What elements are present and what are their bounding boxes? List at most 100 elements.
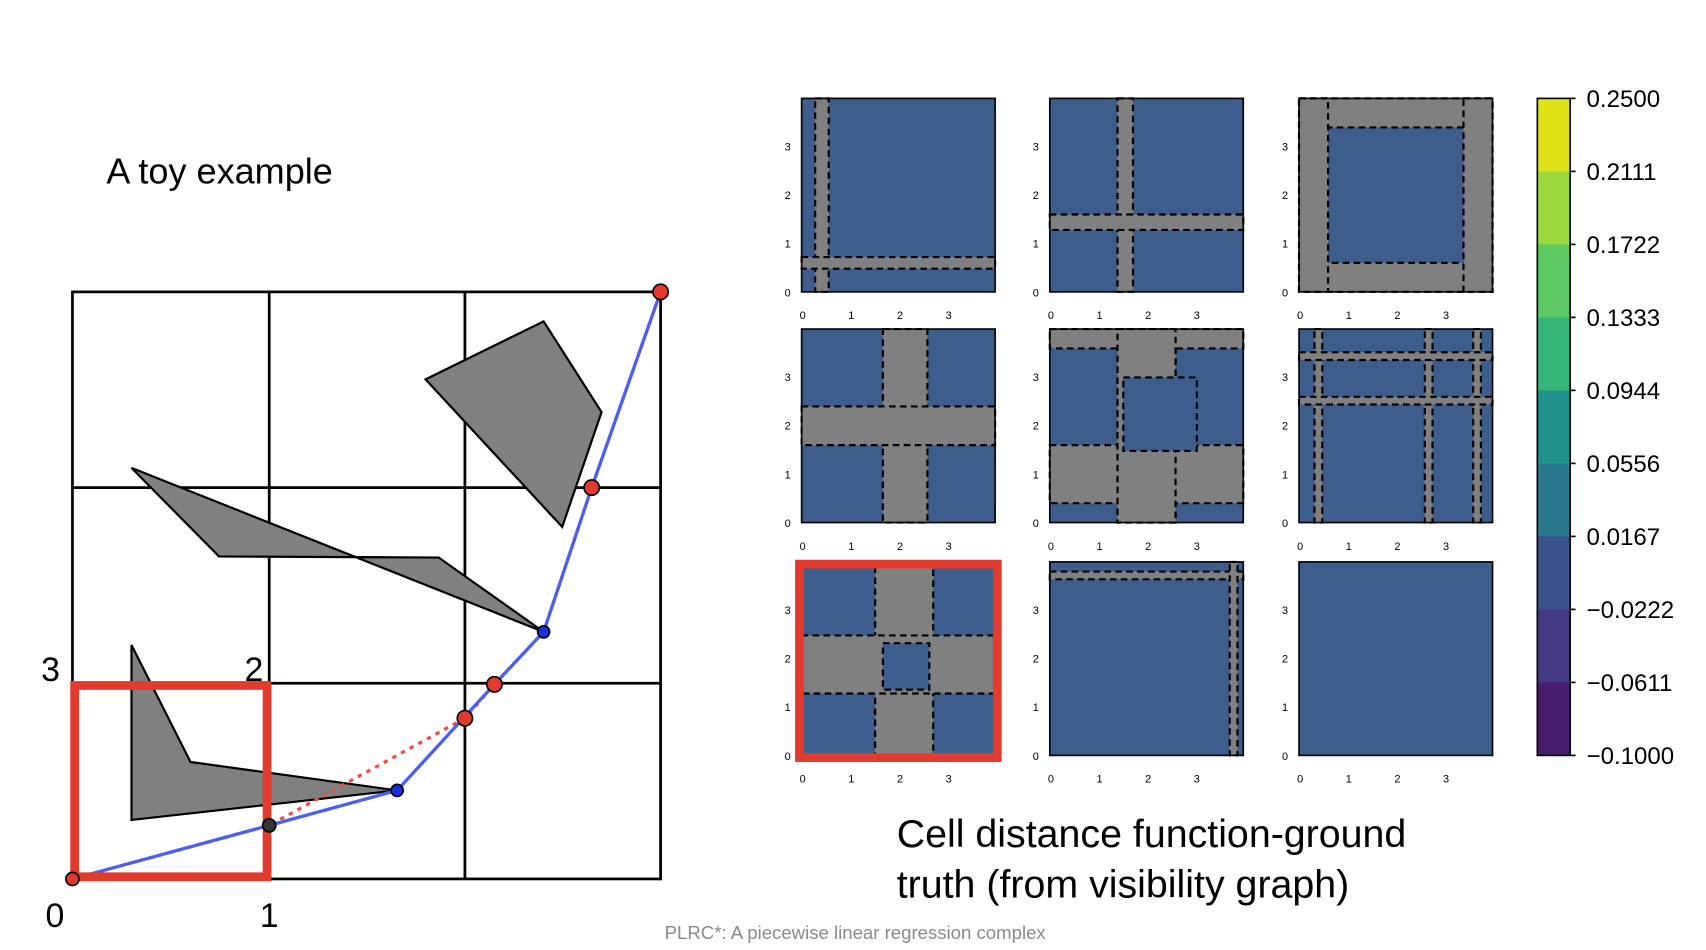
x-tick-label: 1: [848, 541, 854, 553]
obstacles: [130, 319, 603, 822]
y-tick-label: 3: [785, 141, 791, 153]
y-tick-label: 0: [785, 518, 791, 530]
y-tick-label: 2: [1033, 653, 1039, 665]
colorbar-band: [1537, 98, 1571, 172]
x-tick-label: 2: [1145, 541, 1151, 553]
colorbar-label: 0.2500: [1587, 86, 1661, 113]
colorbar-label: 0.0556: [1587, 451, 1661, 478]
blue-region: [881, 642, 931, 691]
x-tick-label: 2: [1394, 774, 1400, 786]
x-tick-label: 1: [848, 774, 854, 786]
y-tick-label: 0: [1033, 518, 1039, 530]
y-tick-label: 3: [1033, 141, 1039, 153]
colorbar-band: [1537, 244, 1571, 318]
caption: Cell distance function-ground: [897, 812, 1407, 856]
x-tick-label: 0: [1297, 541, 1303, 553]
colorbar-label: 0.1333: [1587, 305, 1661, 332]
y-tick-label: 3: [785, 605, 791, 617]
subplot-frame: [1048, 97, 1245, 293]
highlight-subplot: [795, 559, 1002, 762]
highlight-cell: [70, 681, 272, 882]
gray-region: [1297, 395, 1494, 406]
gray-region: [1116, 97, 1135, 293]
y-tick-label: 1: [785, 469, 791, 481]
x-tick-label: 0: [1048, 774, 1054, 786]
colorbar-band: [1537, 463, 1571, 537]
x-tick-label: 0: [800, 541, 806, 553]
subplot-frame: [1048, 328, 1245, 524]
colorbar-label: −0.1000: [1587, 743, 1675, 770]
x-tick-label: 1: [1096, 541, 1102, 553]
gray-region: [1297, 97, 1330, 293]
x-tick-label: 1: [848, 310, 854, 322]
colorbar-label: 0.0944: [1587, 378, 1661, 405]
y-tick-label: 3: [1282, 605, 1288, 617]
subplot-bg: [1299, 98, 1493, 292]
x-tick-label: 3: [946, 541, 952, 553]
y-tick-label: 3: [1033, 372, 1039, 384]
subplot-bg: [1049, 98, 1244, 292]
gray-region: [1462, 97, 1494, 293]
gray-region: [1228, 560, 1239, 757]
path-nodes: [65, 283, 670, 887]
x-tick-label: 2: [1145, 310, 1151, 322]
gray-region: [1048, 570, 1245, 581]
x-tick-label: 0: [1297, 310, 1303, 322]
subplot-frame: [1298, 561, 1494, 757]
colorbar-label: 0.1722: [1587, 232, 1661, 259]
x-tick-label: 0: [800, 774, 806, 786]
y-tick-label: 2: [1282, 190, 1288, 202]
colorbar-band: [1537, 171, 1571, 245]
corner-label: 0: [46, 897, 65, 935]
colorbar-label: 0.2111: [1587, 159, 1657, 186]
y-tick-label: 1: [1282, 702, 1288, 714]
x-tick-label: 1: [1096, 310, 1102, 322]
subplot-bg: [1299, 329, 1493, 523]
y-tick-label: 2: [1282, 653, 1288, 665]
blue-region: [1122, 376, 1198, 453]
y-tick-label: 0: [1282, 518, 1288, 530]
corner-label: 1: [260, 897, 279, 935]
x-tick-label: 0: [1048, 310, 1054, 322]
y-tick-label: 3: [1033, 605, 1039, 617]
x-tick-label: 0: [1297, 774, 1303, 786]
subplot-bg: [1049, 561, 1244, 756]
x-tick-label: 2: [1145, 774, 1151, 786]
y-tick-label: 0: [785, 751, 791, 763]
gray-region: [1048, 213, 1245, 232]
y-tick-label: 2: [1033, 190, 1039, 202]
gray-region: [800, 405, 997, 447]
subplot-frame: [1298, 328, 1494, 524]
y-tick-label: 3: [785, 372, 791, 384]
y-tick-label: 2: [785, 653, 791, 665]
y-tick-label: 0: [1282, 287, 1288, 299]
colorbar-band: [1537, 317, 1571, 391]
texts: A toy example 3 2 0 1 Cell distance function-…: [41, 151, 1406, 943]
x-tick-label: 3: [1194, 774, 1200, 786]
y-tick-label: 3: [1282, 141, 1288, 153]
x-tick-label: 1: [1346, 310, 1352, 322]
colorbar-band: [1537, 390, 1571, 464]
x-tick-label: 1: [1346, 774, 1352, 786]
y-tick-label: 2: [1282, 421, 1288, 433]
subplots: 0011223300112233001122330011223300112233…: [785, 97, 1494, 786]
colorbar-label: −0.0611: [1587, 670, 1673, 697]
x-tick-label: 0: [1048, 541, 1054, 553]
y-tick-label: 0: [785, 287, 791, 299]
x-tick-label: 1: [1096, 774, 1102, 786]
x-tick-label: 2: [897, 774, 903, 786]
y-tick-label: 1: [1282, 469, 1288, 481]
subplot-frame: [1048, 561, 1245, 757]
x-tick-label: 3: [946, 310, 952, 322]
y-tick-label: 1: [785, 702, 791, 714]
slide-title: A toy example: [106, 151, 333, 192]
subplot-frame: [1298, 97, 1494, 293]
x-tick-label: 3: [946, 774, 952, 786]
y-tick-label: 1: [1282, 239, 1288, 251]
colorbar-frame: [1536, 97, 1571, 757]
x-tick-label: 3: [1443, 541, 1449, 553]
y-tick-label: 3: [1282, 372, 1288, 384]
x-tick-label: 3: [1194, 541, 1200, 553]
x-tick-label: 3: [1443, 310, 1449, 322]
